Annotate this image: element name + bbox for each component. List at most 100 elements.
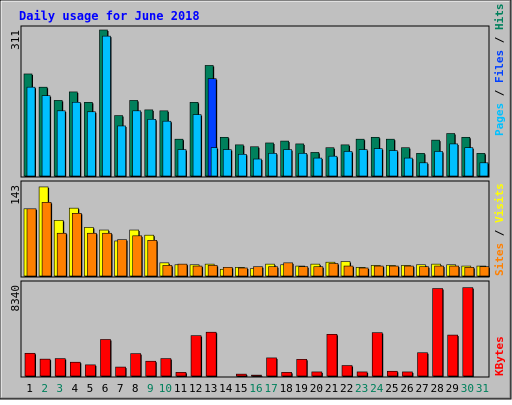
chart-legends: Pages / Files / Hits Sites / Visits KBytes [493, 4, 506, 377]
bar-sites [162, 265, 173, 277]
bar-kbytes [236, 373, 247, 377]
x-tick-label: 30 [461, 382, 474, 395]
bar-files [298, 153, 308, 177]
bar-files [41, 95, 51, 177]
bar-kbytes [54, 358, 66, 377]
y-max-label: 311 [9, 30, 22, 50]
bar-kbytes [356, 371, 368, 377]
x-tick-label: 4 [72, 382, 79, 395]
panel-hits-files-pages: 311 [9, 25, 490, 178]
bar-kbytes [417, 352, 428, 377]
bar-files [177, 149, 187, 177]
x-tick-label: 28 [431, 382, 444, 395]
bar-files [56, 110, 66, 177]
x-tick-label: 11 [174, 382, 187, 395]
bar-kbytes [447, 334, 459, 377]
bar-files [434, 151, 443, 177]
bar-kbytes [296, 359, 308, 377]
x-tick-label: 27 [415, 382, 428, 395]
x-tick-label: 2 [41, 382, 48, 395]
bar-kbytes [326, 334, 338, 377]
bar-sites [132, 235, 142, 277]
bar-sites [358, 267, 369, 277]
bar-kbytes [85, 364, 96, 377]
bar-sites [464, 267, 475, 277]
x-tick-label: 9 [147, 382, 154, 395]
legend-top: Pages / Files / Hits [493, 4, 506, 137]
chart-panels: 311 143 8340 [9, 25, 490, 378]
x-tick-label: 29 [446, 382, 459, 395]
y-max-label: 8340 [9, 285, 22, 312]
bar-files [313, 157, 323, 177]
x-tick-label: 20 [310, 382, 323, 395]
x-tick-label: 7 [117, 382, 124, 395]
legend-separator: / [493, 83, 506, 103]
bar-sites [268, 266, 278, 277]
bar-sites [147, 240, 158, 277]
bar-kbytes [266, 357, 277, 377]
x-tick-label: 24 [370, 382, 384, 395]
bar-kbytes [115, 366, 126, 377]
bar-kbytes [462, 287, 474, 377]
x-tick-label: 15 [234, 382, 247, 395]
bar-files [343, 151, 353, 177]
panel-frame-visits-sites [20, 180, 490, 278]
bar-kbytes [311, 371, 323, 377]
bar-sites [87, 232, 97, 277]
bar-kbytes [432, 288, 443, 377]
panel-frame-kbytes [20, 280, 490, 378]
bar-kbytes [130, 353, 141, 377]
bar-sites [343, 265, 354, 277]
bar-sites [41, 202, 52, 277]
bar-kbytes [341, 365, 353, 377]
x-tick-label: 16 [249, 382, 262, 395]
bar-kbytes [145, 360, 157, 377]
bar-files [328, 155, 338, 177]
x-tick-label: 6 [102, 382, 109, 395]
legend-visits: Visits [493, 183, 506, 223]
x-tick-label: 3 [56, 382, 63, 395]
chart-title: Daily usage for June 2018 [19, 9, 200, 23]
bar-kbytes-shadow [252, 376, 263, 377]
panel-visits-sites: 143 [9, 180, 490, 278]
bar-sites [192, 265, 203, 277]
bar-kbytes [251, 374, 262, 377]
legend-bottom: KBytes [493, 336, 506, 376]
bar-files [222, 149, 232, 177]
bar-files [358, 149, 368, 177]
bar-sites [207, 265, 218, 277]
bar-files [449, 143, 459, 177]
x-tick-label: 25 [385, 382, 398, 395]
panel-kbytes: 8340 [9, 280, 490, 378]
x-tick-label: 14 [219, 382, 233, 395]
x-tick-label: 18 [280, 382, 293, 395]
x-tick-label: 8 [132, 382, 139, 395]
x-tick-label: 13 [204, 382, 217, 395]
bar-sites [102, 232, 112, 277]
x-tick-label: 12 [189, 382, 202, 395]
bar-files [464, 147, 474, 177]
bar-files [419, 162, 428, 177]
x-axis-labels: 1 2 3 4 5 6 7 8 9 10 11 12 13 14 15 16 17 18 19 20 21 22 23 24 2… [26, 382, 489, 395]
bar-kbytes [69, 361, 81, 377]
bar-sites [479, 266, 490, 277]
x-tick-label: 5 [87, 382, 94, 395]
bar-files [26, 86, 36, 177]
bar-files [147, 119, 157, 177]
bar-kbytes [190, 335, 202, 377]
bar-files [162, 120, 172, 177]
bar-kbytes [281, 372, 292, 377]
legend-hits: Hits [493, 4, 506, 31]
bar-files [253, 158, 262, 177]
bar-kbytes [387, 370, 398, 377]
bar-files [389, 150, 398, 177]
bar-kbytes [402, 371, 413, 377]
bar-files [404, 157, 413, 177]
x-tick-label: 10 [159, 382, 172, 395]
bar-files [71, 102, 81, 177]
bar-kbytes [100, 339, 111, 377]
bar-files [117, 125, 126, 177]
x-tick-label: 22 [340, 382, 353, 395]
bar-files [238, 154, 247, 177]
bar-sites [373, 265, 384, 277]
